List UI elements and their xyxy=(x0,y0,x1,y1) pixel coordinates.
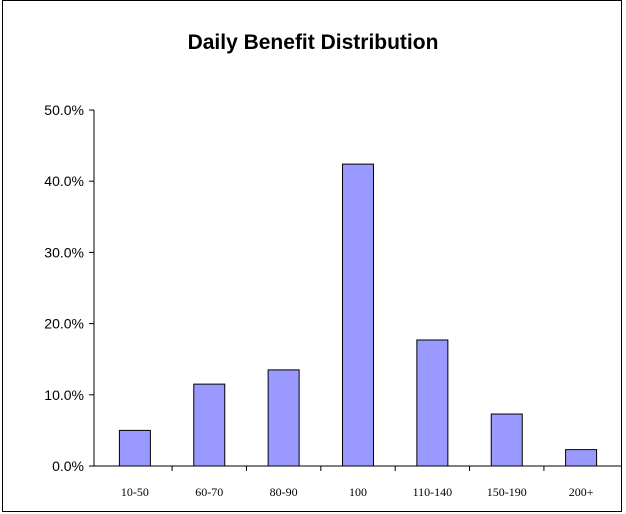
y-tick-label: 30.0% xyxy=(44,244,84,260)
x-tick-label: 150-190 xyxy=(487,485,527,499)
bar xyxy=(193,383,226,467)
y-tick-label: 40.0% xyxy=(44,173,84,189)
bar xyxy=(342,163,374,467)
bar xyxy=(118,429,151,467)
bar xyxy=(267,369,300,467)
chart-title: Daily Benefit Distribution xyxy=(187,31,439,54)
bar xyxy=(416,339,449,467)
x-tick-label: 10-50 xyxy=(121,485,149,499)
x-tick-label: 60-70 xyxy=(195,485,223,499)
x-tick-label: 200+ xyxy=(569,485,594,499)
y-tick-label: 10.0% xyxy=(44,387,84,403)
plot-area: 0.0% 10.0% 20.0% 30.0% 40.0% 50.0% 10-50 60-70 8… xyxy=(44,102,622,499)
y-tick-label: 20.0% xyxy=(44,316,84,332)
bar xyxy=(490,413,523,467)
x-tick-label: 80-90 xyxy=(270,485,298,499)
bar xyxy=(565,449,598,467)
y-tick-label: 50.0% xyxy=(44,102,84,118)
x-tick-label: 110-140 xyxy=(413,485,453,499)
y-tick-label: 0.0% xyxy=(52,458,84,474)
x-tick-label: 100 xyxy=(349,485,367,499)
